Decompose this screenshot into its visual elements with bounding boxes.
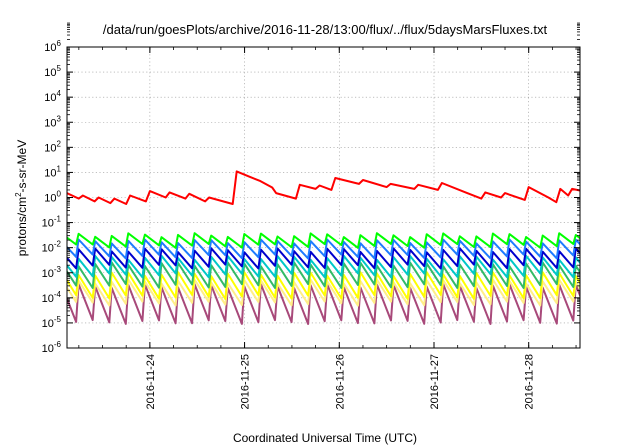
series-line — [67, 261, 580, 289]
y-tick-label: 103 — [44, 114, 61, 129]
x-tick-label: 2016-11-24 — [145, 354, 157, 409]
series-line — [67, 238, 580, 260]
y-tick-label: 106 — [44, 39, 61, 54]
grid-lines — [67, 47, 580, 348]
chart-title: /data/run/goesPlots/archive/2016-11-28/1… — [103, 22, 548, 37]
y-tick-label: 105 — [44, 64, 61, 79]
series-line — [67, 170, 580, 205]
y-tick-label: 100 — [44, 190, 61, 205]
y-axis-label: protons/cm2-s-sr-MeV — [14, 140, 29, 256]
y-tick-label: 10-4 — [42, 290, 62, 305]
series-line — [67, 247, 580, 270]
series-line — [67, 271, 580, 300]
series-lines — [67, 170, 580, 325]
x-tick-label: 2016-11-26 — [334, 354, 346, 409]
x-axis-label: Coordinated Universal Time (UTC) — [233, 431, 417, 445]
y-tick-label: 10-1 — [42, 215, 62, 230]
y-tick-label: 102 — [44, 139, 61, 154]
y-tick-label: 101 — [44, 164, 61, 179]
y-tick-labels: 106 105 104 103 102 101 100 10-1 10-2 10-3 10-4 10-… — [42, 39, 62, 355]
series-line — [67, 278, 580, 307]
x-tick-label: 2016-11-28 — [524, 354, 536, 409]
series-line — [67, 283, 580, 325]
x-tick-labels: 2016-11-24 2016-11-25 2016-11-26 2016-11-27… — [145, 354, 536, 409]
y-tick-label: 104 — [44, 89, 61, 104]
y-tick-label: 10-3 — [42, 265, 62, 280]
series-line — [67, 254, 580, 279]
axis-ticks — [67, 22, 580, 349]
x-tick-label: 2016-11-25 — [240, 354, 252, 409]
series-line — [67, 232, 580, 249]
y-tick-label: 10-2 — [42, 240, 62, 255]
y-tick-label: 10-5 — [42, 315, 62, 330]
y-tick-label: 10-6 — [42, 340, 62, 355]
x-tick-label: 2016-11-27 — [429, 354, 441, 409]
